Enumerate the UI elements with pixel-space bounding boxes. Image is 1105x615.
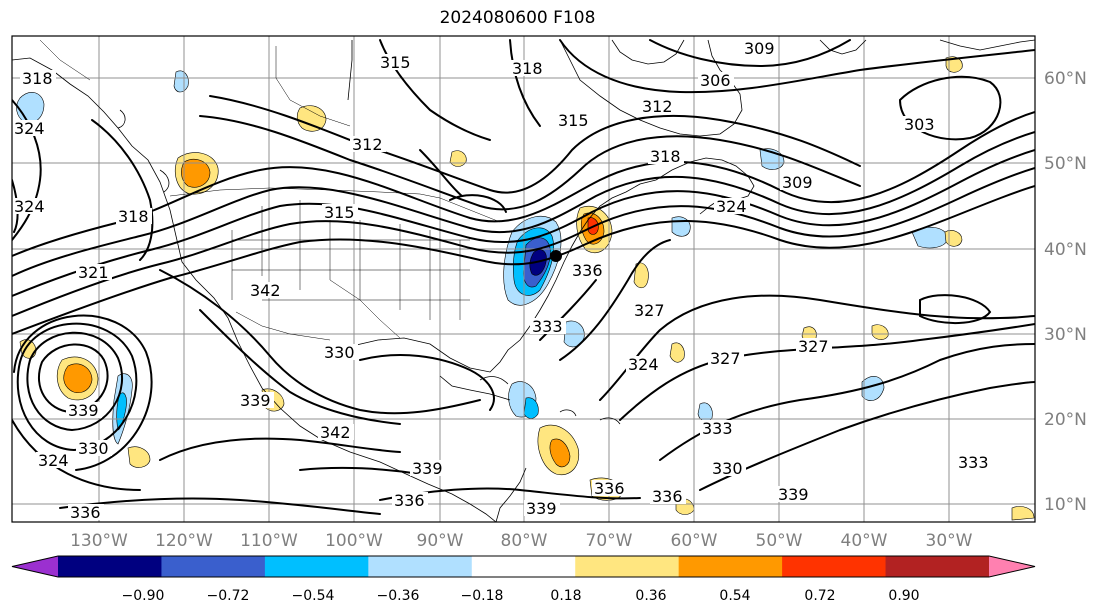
contour-label: 315: [558, 111, 589, 130]
contour-label: 342: [250, 281, 281, 300]
map-title: 2024080600 F108: [439, 8, 596, 28]
colorbar-tick-label: 0.36: [635, 588, 666, 604]
lon-label: 120°W: [155, 531, 213, 551]
lon-label: 100°W: [325, 531, 383, 551]
contour-label: 336: [70, 503, 101, 522]
contour-label: 318: [512, 59, 543, 78]
lat-label: 30°N: [1044, 325, 1087, 345]
colorbar-tick-labels: −0.90 −0.72 −0.54 −0.36 −0.18 0.18 0.36 …: [122, 588, 920, 604]
colorbar-tick-label: −0.54: [292, 588, 335, 604]
colorbar-segments: [11, 555, 1036, 578]
colorbar-tick-label: 0.72: [804, 588, 835, 604]
colorbar-segment: [264, 556, 369, 577]
contour-label: 321: [78, 263, 109, 282]
contour-label: 339: [778, 485, 809, 504]
contour-label: 339: [240, 391, 271, 410]
contour-label: 327: [710, 349, 741, 368]
colorbar-segment: [471, 556, 576, 577]
colorbar-tick-label: 0.54: [719, 588, 750, 604]
colorbar-tick-label: −0.18: [461, 588, 504, 604]
contour-label: 309: [782, 173, 813, 192]
lon-label: 130°W: [70, 531, 128, 551]
lon-label: 60°W: [671, 531, 718, 551]
contour-label: 336: [652, 487, 683, 506]
contour-label: 324: [716, 197, 747, 216]
contour-label: 333: [702, 419, 733, 438]
colorbar-segment: [12, 556, 58, 577]
contour-label: 327: [798, 337, 829, 356]
longitude-labels: 130°W 120°W 110°W 100°W 90°W 80°W 70°W 6…: [70, 531, 973, 551]
colorbar-tick-label: −0.36: [377, 588, 420, 604]
contour-label: 318: [118, 207, 149, 226]
colorbar-segment: [58, 556, 162, 577]
colorbar-tick-label: −0.72: [207, 588, 250, 604]
colorbar-segment: [678, 556, 783, 577]
storm-center-marker: [550, 250, 562, 262]
contour-label: 330: [324, 343, 355, 362]
contour-label: 342: [320, 423, 351, 442]
contour-label: 327: [634, 301, 665, 320]
colorbar-segment: [161, 556, 266, 577]
lat-label: 40°N: [1044, 240, 1087, 260]
colorbar-segment: [575, 556, 680, 577]
contour-label: 315: [324, 203, 355, 222]
contour-label: 312: [352, 135, 383, 154]
contour-label: 339: [68, 401, 99, 420]
latitude-labels: 60°N 50°N 40°N 30°N 20°N 10°N: [1044, 69, 1087, 515]
contour-label: 330: [78, 439, 109, 458]
contour-labels: 315 318 309 306 312 315 303 318 309 324 …: [12, 39, 992, 522]
colorbar-outline: [11, 555, 1036, 578]
lon-label: 90°W: [417, 531, 464, 551]
contour-label: 330: [712, 459, 743, 478]
lon-label: 80°W: [501, 531, 548, 551]
contour-label: 324: [14, 197, 45, 216]
lon-label: 70°W: [586, 531, 633, 551]
colorbar-segment: [989, 556, 1035, 577]
lat-label: 60°N: [1044, 69, 1087, 89]
lat-label: 50°N: [1044, 154, 1087, 174]
contour-label: 315: [380, 53, 411, 72]
colorbar-segment: [885, 556, 990, 577]
contour-label: 312: [642, 97, 673, 116]
contour-label: 324: [628, 355, 659, 374]
colorbar: −0.90 −0.72 −0.54 −0.36 −0.18 0.18 0.36 …: [11, 555, 1036, 604]
contour-label: 324: [38, 451, 69, 470]
contour-label: 306: [700, 71, 731, 90]
lon-label: 30°W: [926, 531, 973, 551]
contour-label: 324: [14, 119, 45, 138]
contour-label: 333: [532, 317, 563, 336]
contour-label: 318: [22, 69, 53, 88]
lon-label: 40°W: [841, 531, 888, 551]
colorbar-segment: [368, 556, 473, 577]
contour-label: 339: [526, 499, 557, 518]
map-frame: [11, 35, 1036, 523]
contour-label: 303: [904, 115, 935, 134]
contour-label: 336: [594, 479, 625, 498]
lat-label: 10°N: [1044, 495, 1087, 515]
contour-label: 318: [650, 147, 681, 166]
contour-label: 309: [744, 39, 775, 58]
colorbar-tick-label: 0.90: [888, 588, 919, 604]
contour-label: 333: [958, 453, 989, 472]
colorbar-segment: [782, 556, 887, 577]
theta-contours: [12, 39, 1035, 515]
colorbar-tick-label: −0.90: [122, 588, 165, 604]
lon-label: 50°W: [756, 531, 803, 551]
map-body: 315 318 309 306 312 315 303 318 309 324 …: [12, 36, 1035, 522]
colorbar-tick-label: 0.18: [550, 588, 581, 604]
contour-label: 336: [394, 491, 425, 510]
lon-label: 110°W: [240, 531, 298, 551]
contour-label: 336: [572, 261, 603, 280]
contour-label: 339: [412, 459, 443, 478]
lat-label: 20°N: [1044, 410, 1087, 430]
